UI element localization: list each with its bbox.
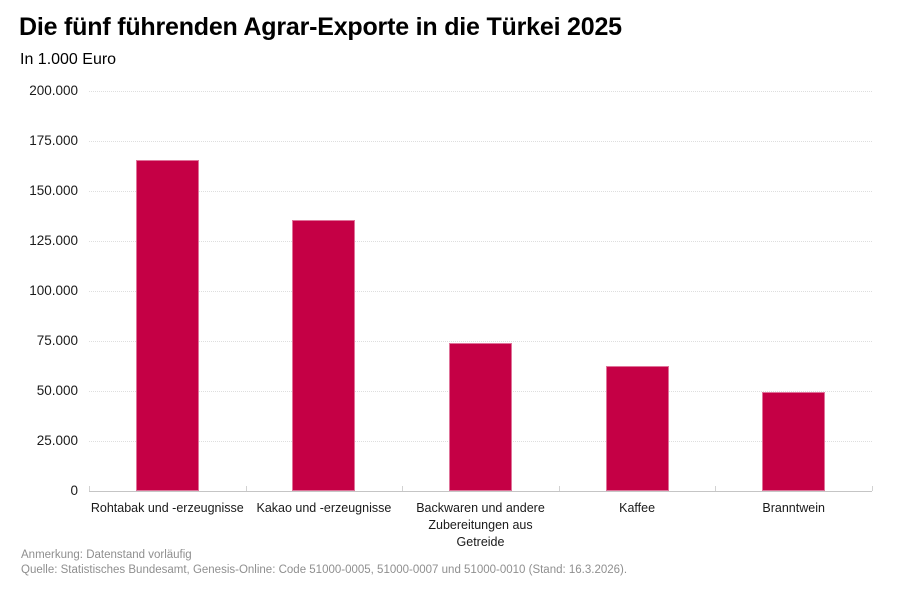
x-category-label: Rohtabak und -erzeugnisse — [90, 501, 244, 515]
gridline — [89, 141, 872, 142]
y-tick-label: 25.000 — [36, 433, 78, 448]
x-axis-tick — [715, 486, 717, 491]
chart-title: Die fünf führenden Agrar-Exporte in die … — [19, 13, 622, 41]
bar-4 — [605, 366, 669, 491]
bar-2 — [292, 220, 356, 491]
gridline — [89, 291, 872, 292]
bar-1 — [135, 160, 199, 491]
bar-5 — [762, 391, 826, 491]
y-tick-label: 100.000 — [29, 283, 78, 298]
plot-area — [89, 91, 873, 492]
y-tick-label: 50.000 — [36, 383, 78, 398]
x-axis-tick — [245, 486, 247, 491]
y-tick-label: 200.000 — [29, 83, 78, 98]
y-tick-label: 0 — [70, 483, 78, 498]
y-tick-label: 175.000 — [29, 133, 78, 148]
x-axis-tick — [402, 486, 404, 491]
x-axis-tick — [89, 486, 90, 491]
gridline — [89, 91, 872, 92]
x-category-label: Backwaren und andere Zubereitungen aus G… — [416, 501, 545, 549]
x-category-label: Kaffee — [619, 501, 656, 515]
footnote-annotation: Anmerkung: Datenstand vorläufig — [21, 549, 192, 561]
y-tick-label: 75.000 — [36, 333, 78, 348]
x-category-label: Kakao und -erzeugnisse — [256, 501, 392, 515]
x-axis-tick — [872, 486, 873, 491]
bar-3 — [449, 343, 512, 491]
y-tick-label: 150.000 — [29, 183, 78, 198]
gridline — [89, 341, 872, 342]
gridline — [89, 241, 872, 242]
source-citation: Quelle: Statistisches Bundesamt, Genesis… — [21, 564, 628, 576]
x-axis-tick — [558, 486, 560, 491]
y-tick-label: 125.000 — [29, 233, 78, 248]
x-category-label: Branntwein — [762, 501, 825, 515]
x-axis-line — [89, 491, 872, 492]
chart-subtitle: In 1.000 Euro — [20, 51, 117, 68]
gridline — [89, 191, 872, 192]
